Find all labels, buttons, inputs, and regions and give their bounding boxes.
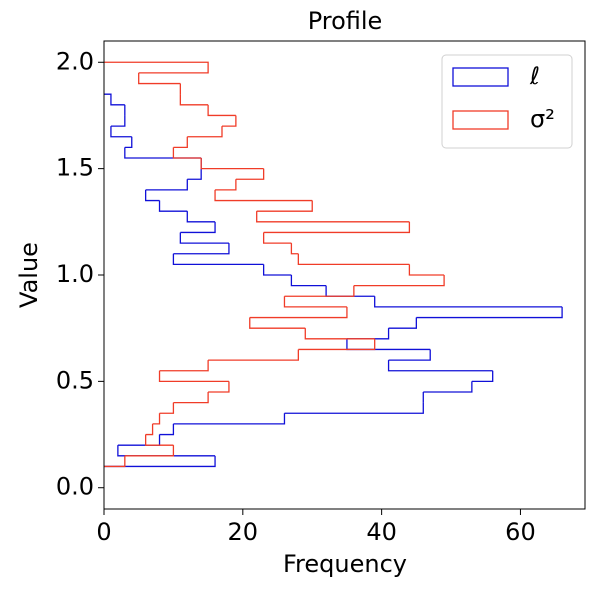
x-axis-label: Frequency bbox=[283, 550, 407, 578]
y-tick-label: 1.5 bbox=[56, 154, 94, 182]
histogram-step bbox=[187, 168, 202, 180]
histogram-step bbox=[374, 296, 563, 308]
histogram-step bbox=[249, 306, 348, 319]
histogram-step bbox=[221, 115, 237, 127]
histogram-step bbox=[173, 136, 188, 149]
histogram-step bbox=[117, 434, 161, 446]
histogram-step bbox=[124, 445, 175, 457]
histogram-step bbox=[471, 370, 494, 383]
histogram-step bbox=[284, 402, 424, 414]
legend-swatch bbox=[452, 67, 509, 87]
histogram-step bbox=[144, 189, 160, 202]
histogram-step bbox=[249, 317, 306, 329]
histogram-step bbox=[387, 360, 493, 372]
x-tick-label: 20 bbox=[228, 518, 259, 546]
histogram-step bbox=[263, 221, 411, 234]
histogram-step bbox=[284, 285, 355, 297]
plot-frame bbox=[103, 40, 586, 510]
x-tick-label: 0 bbox=[96, 518, 111, 546]
histogram-step bbox=[215, 179, 237, 191]
histogram-step bbox=[110, 126, 132, 138]
histogram-step bbox=[172, 147, 202, 159]
histogram-step bbox=[152, 413, 161, 425]
histogram-step bbox=[186, 211, 216, 223]
histogram-step bbox=[104, 455, 126, 468]
histogram-step bbox=[159, 423, 175, 436]
histogram-step bbox=[104, 455, 216, 468]
histogram-step bbox=[159, 360, 209, 372]
histogram-step bbox=[158, 200, 188, 212]
histogram-step bbox=[173, 413, 286, 425]
histogram-step bbox=[159, 402, 175, 414]
histogram-step bbox=[138, 72, 181, 85]
x-tick-label: 60 bbox=[505, 518, 536, 546]
y-tick-label: 2.0 bbox=[56, 47, 94, 75]
histogram-step bbox=[180, 221, 216, 234]
histogram-step bbox=[124, 147, 202, 159]
histogram-step bbox=[298, 338, 376, 351]
histogram-step bbox=[290, 243, 299, 255]
histogram-step bbox=[353, 275, 445, 287]
histogram-step bbox=[208, 349, 299, 361]
histogram-step bbox=[262, 232, 292, 244]
histogram-step bbox=[179, 94, 209, 106]
histogram-step bbox=[187, 126, 223, 138]
histogram-step bbox=[283, 296, 347, 308]
histogram-step bbox=[117, 445, 216, 457]
histogram-step bbox=[297, 253, 410, 266]
y-tick-label: 0.0 bbox=[56, 473, 94, 501]
histogram-step bbox=[388, 349, 431, 361]
y-tick-label: 0.5 bbox=[56, 366, 94, 394]
histogram-step bbox=[172, 253, 264, 266]
histogram-step bbox=[173, 392, 209, 404]
histogram-step bbox=[346, 338, 431, 351]
histogram-step bbox=[346, 328, 390, 340]
histogram-step bbox=[408, 264, 445, 276]
histogram-step bbox=[423, 381, 473, 393]
histogram-step bbox=[416, 306, 563, 319]
histogram-step bbox=[290, 275, 327, 287]
histogram-step bbox=[388, 317, 417, 329]
legend-swatch bbox=[452, 110, 509, 130]
histogram-step bbox=[104, 61, 209, 74]
chart-title: Profile bbox=[308, 7, 383, 35]
y-axis-label: Value bbox=[15, 242, 43, 308]
legend-box bbox=[441, 54, 573, 149]
histogram-step bbox=[110, 115, 126, 127]
histogram-step bbox=[304, 328, 375, 340]
histogram-step bbox=[207, 104, 236, 117]
histogram-step bbox=[179, 232, 229, 244]
histogram-step bbox=[208, 381, 230, 393]
x-tick-label: 40 bbox=[366, 518, 397, 546]
histogram-step bbox=[104, 93, 125, 106]
histogram-step bbox=[256, 200, 313, 212]
histogram-step bbox=[145, 423, 154, 436]
histogram-step bbox=[124, 136, 133, 149]
histogram-step bbox=[262, 264, 292, 276]
histogram-step bbox=[144, 434, 174, 446]
legend-label: σ² bbox=[530, 105, 555, 133]
histogram-step bbox=[173, 243, 230, 255]
legend-label: ℓ bbox=[529, 62, 540, 90]
histogram-step bbox=[214, 189, 313, 202]
histogram-step bbox=[256, 211, 410, 223]
histogram-step bbox=[325, 285, 375, 297]
histogram-step bbox=[200, 158, 264, 170]
histogram-step bbox=[158, 370, 229, 383]
y-tick-label: 1.0 bbox=[56, 260, 94, 288]
histogram-step bbox=[145, 179, 188, 191]
histogram-step bbox=[235, 168, 265, 180]
